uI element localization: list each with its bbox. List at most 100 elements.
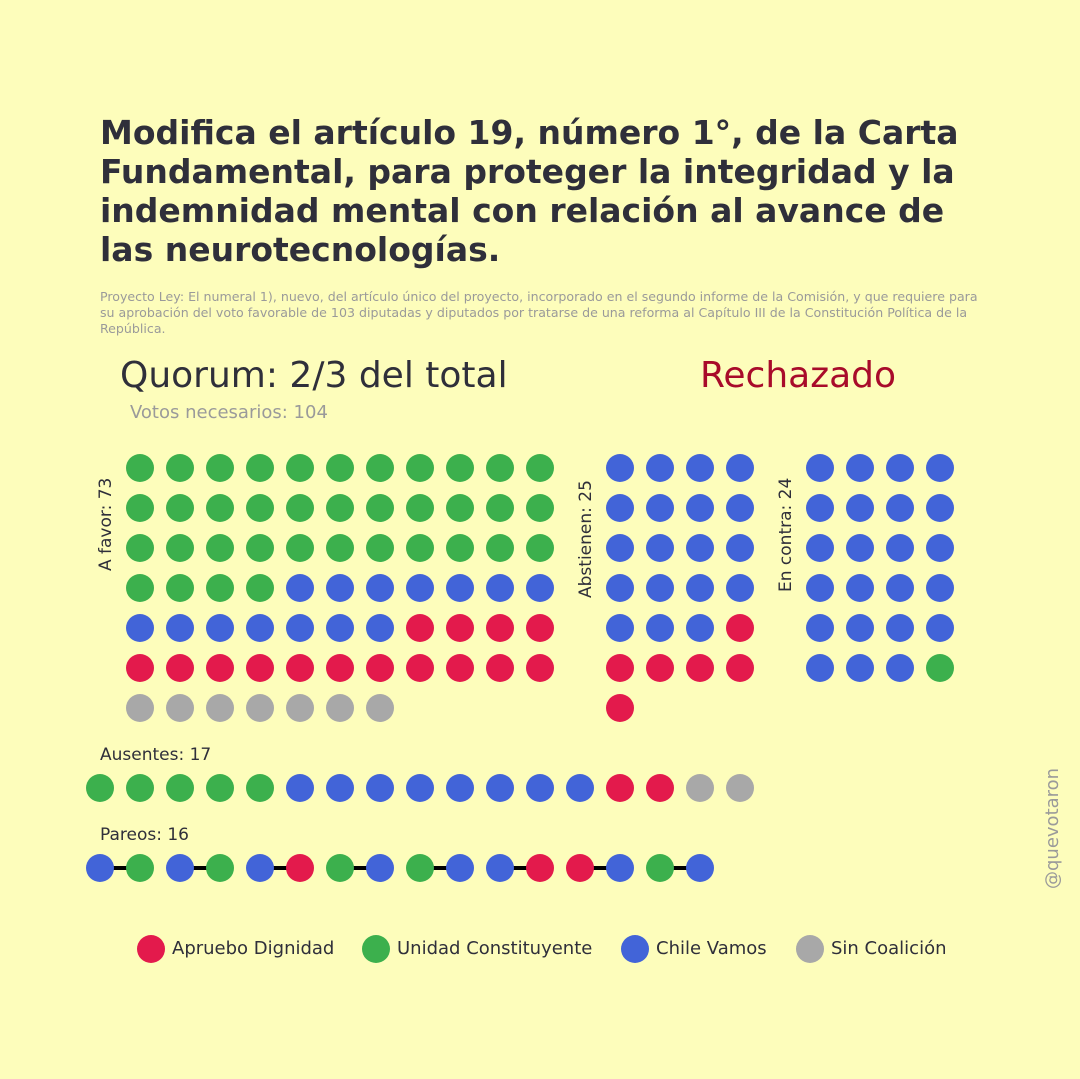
vote-dot-favor-apruebo-dignidad — [406, 654, 434, 682]
vote-dot-pareos-apruebo-dignidad — [286, 854, 314, 882]
vote-dot-contra-chile-vamos — [846, 654, 874, 682]
vote-dot-favor-chile-vamos — [406, 574, 434, 602]
vote-dot-favor-unidad-constituyente — [526, 494, 554, 522]
vote-dot-favor-unidad-constituyente — [286, 494, 314, 522]
vote-dot-pareos-unidad-constituyente — [126, 854, 154, 882]
legend-label: Apruebo Dignidad — [172, 938, 335, 959]
pair-connector — [260, 866, 300, 870]
vote-dot-favor-apruebo-dignidad — [486, 654, 514, 682]
pair-connector — [580, 866, 620, 870]
vote-dot-abstienen-chile-vamos — [686, 534, 714, 562]
vote-dot-favor-unidad-constituyente — [166, 534, 194, 562]
vote-dot-contra-chile-vamos — [926, 614, 954, 642]
group-label-abstienen: Abstienen: 25 — [576, 480, 596, 598]
vote-dot-ausentes-chile-vamos — [446, 774, 474, 802]
vote-dot-pareos-chile-vamos — [686, 854, 714, 882]
legend-label: Unidad Constituyente — [397, 938, 593, 959]
vote-dot-ausentes-sin-coalicion — [726, 774, 754, 802]
vote-dot-favor-unidad-constituyente — [166, 454, 194, 482]
vote-dot-contra-chile-vamos — [886, 574, 914, 602]
vote-dot-pareos-chile-vamos — [366, 854, 394, 882]
vote-dot-favor-unidad-constituyente — [246, 454, 274, 482]
vote-dot-contra-chile-vamos — [806, 654, 834, 682]
vote-dot-favor-unidad-constituyente — [406, 534, 434, 562]
vote-dot-favor-sin-coalicion — [206, 694, 234, 722]
vote-dot-abstienen-chile-vamos — [606, 614, 634, 642]
vote-dot-pareos-chile-vamos — [446, 854, 474, 882]
pair-connector — [660, 866, 700, 870]
vote-dot-contra-chile-vamos — [886, 654, 914, 682]
vote-dot-ausentes-apruebo-dignidad — [606, 774, 634, 802]
vote-dot-abstienen-chile-vamos — [606, 534, 634, 562]
vote-dot-ausentes-chile-vamos — [366, 774, 394, 802]
vote-dot-favor-unidad-constituyente — [526, 454, 554, 482]
legend-label: Chile Vamos — [656, 938, 767, 959]
vote-dot-contra-chile-vamos — [846, 614, 874, 642]
vote-dot-favor-apruebo-dignidad — [526, 654, 554, 682]
vote-dot-favor-sin-coalicion — [246, 694, 274, 722]
pair-connector — [180, 866, 220, 870]
vote-dot-favor-sin-coalicion — [166, 694, 194, 722]
vote-dot-favor-chile-vamos — [366, 574, 394, 602]
vote-dot-abstienen-chile-vamos — [646, 574, 674, 602]
vote-dot-ausentes-unidad-constituyente — [206, 774, 234, 802]
vote-dot-contra-chile-vamos — [926, 574, 954, 602]
vote-dot-ausentes-unidad-constituyente — [246, 774, 274, 802]
vote-dot-abstienen-chile-vamos — [726, 574, 754, 602]
vote-dot-favor-unidad-constituyente — [126, 454, 154, 482]
vote-dot-favor-apruebo-dignidad — [446, 614, 474, 642]
vote-dot-abstienen-chile-vamos — [726, 454, 754, 482]
vote-dot-contra-chile-vamos — [886, 494, 914, 522]
vote-dot-pareos-chile-vamos — [86, 854, 114, 882]
vote-dot-favor-chile-vamos — [286, 614, 314, 642]
vote-dot-favor-unidad-constituyente — [446, 494, 474, 522]
vote-dot-favor-unidad-constituyente — [206, 574, 234, 602]
vote-dot-favor-unidad-constituyente — [166, 494, 194, 522]
vote-dot-favor-unidad-constituyente — [526, 534, 554, 562]
vote-dot-favor-chile-vamos — [166, 614, 194, 642]
vote-dot-abstienen-chile-vamos — [686, 614, 714, 642]
vote-dot-ausentes-chile-vamos — [486, 774, 514, 802]
vote-dot-abstienen-chile-vamos — [646, 534, 674, 562]
vote-dot-contra-chile-vamos — [806, 494, 834, 522]
vote-dot-contra-chile-vamos — [806, 454, 834, 482]
vote-dot-favor-unidad-constituyente — [486, 494, 514, 522]
vote-dot-favor-sin-coalicion — [126, 694, 154, 722]
vote-dot-favor-apruebo-dignidad — [526, 614, 554, 642]
vote-dot-abstienen-chile-vamos — [686, 574, 714, 602]
page-title: Modifica el artículo 19, número 1°, de l… — [100, 113, 959, 269]
vote-dot-favor-unidad-constituyente — [326, 454, 354, 482]
vote-dot-contra-chile-vamos — [806, 614, 834, 642]
vote-dot-contra-chile-vamos — [886, 614, 914, 642]
vote-dot-favor-chile-vamos — [286, 574, 314, 602]
vote-dot-favor-sin-coalicion — [326, 694, 354, 722]
vote-dot-favor-unidad-constituyente — [366, 454, 394, 482]
vote-dot-pareos-unidad-constituyente — [206, 854, 234, 882]
vote-dot-favor-chile-vamos — [206, 614, 234, 642]
legend: Apruebo Dignidad Unidad Constituyente Ch… — [0, 933, 1080, 965]
vote-dot-abstienen-apruebo-dignidad — [726, 654, 754, 682]
vote-dot-ausentes-unidad-constituyente — [86, 774, 114, 802]
vote-dot-favor-unidad-constituyente — [486, 454, 514, 482]
vote-dot-favor-apruebo-dignidad — [486, 614, 514, 642]
quorum-heading: Quorum: 2/3 del total — [120, 355, 508, 396]
vote-dot-favor-unidad-constituyente — [286, 454, 314, 482]
vote-dot-pareos-unidad-constituyente — [406, 854, 434, 882]
vote-dot-abstienen-chile-vamos — [686, 494, 714, 522]
group-label-pareos: Pareos: 16 — [100, 825, 190, 845]
vote-dot-ausentes-unidad-constituyente — [166, 774, 194, 802]
vote-dot-pareos-chile-vamos — [246, 854, 274, 882]
vote-dot-favor-chile-vamos — [486, 574, 514, 602]
vote-dot-pareos-apruebo-dignidad — [566, 854, 594, 882]
vote-dot-favor-unidad-constituyente — [126, 494, 154, 522]
vote-dot-pareos-apruebo-dignidad — [526, 854, 554, 882]
vote-dot-contra-chile-vamos — [846, 574, 874, 602]
vote-dot-favor-chile-vamos — [526, 574, 554, 602]
vote-dot-abstienen-chile-vamos — [646, 454, 674, 482]
vote-dot-ausentes-chile-vamos — [566, 774, 594, 802]
vote-dot-favor-apruebo-dignidad — [246, 654, 274, 682]
pair-connector — [340, 866, 380, 870]
vote-dot-pareos-chile-vamos — [486, 854, 514, 882]
vote-dot-favor-sin-coalicion — [286, 694, 314, 722]
bill-description: Proyecto Ley: El numeral 1), nuevo, del … — [100, 289, 978, 336]
